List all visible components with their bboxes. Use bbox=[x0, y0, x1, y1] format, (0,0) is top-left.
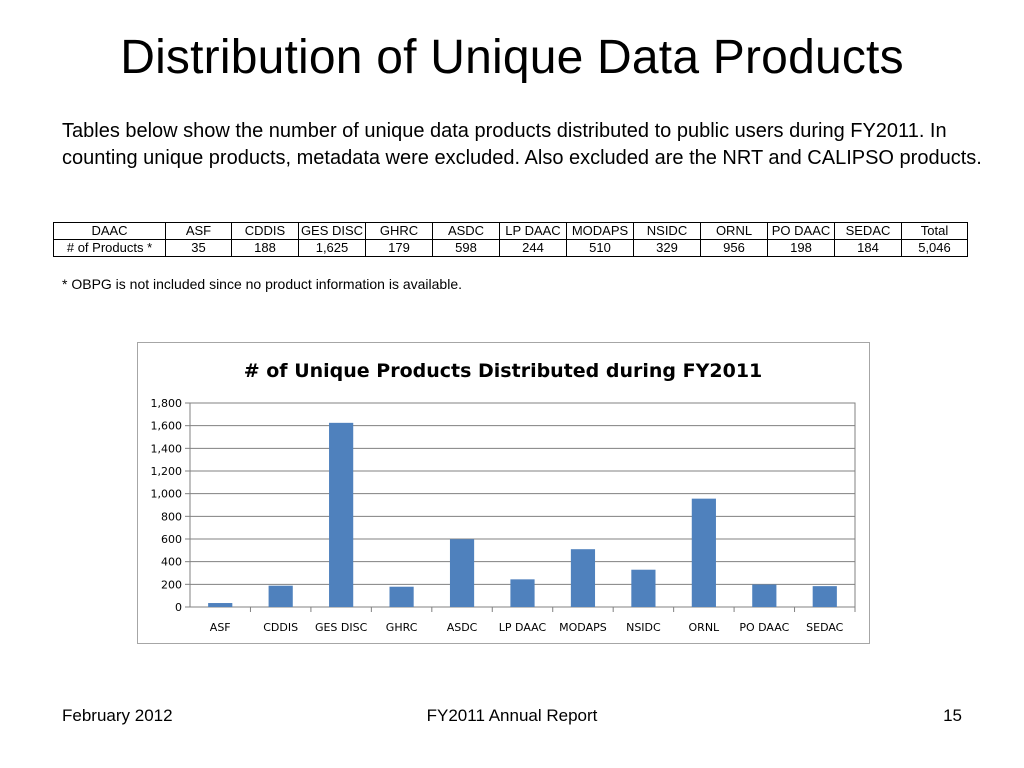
products-table: DAAC ASF CDDIS GES DISC GHRC ASDC LP DAA… bbox=[53, 222, 968, 257]
table-cell: ASF bbox=[165, 222, 232, 240]
bar bbox=[208, 603, 233, 607]
table-cell: DAAC bbox=[53, 222, 166, 240]
table-cell: 188 bbox=[231, 239, 299, 257]
table-cell: GHRC bbox=[365, 222, 433, 240]
y-tick-label: 1,400 bbox=[151, 442, 183, 455]
x-tick-label: GES DISC bbox=[315, 621, 368, 634]
x-tick-label: ORNL bbox=[689, 621, 721, 634]
table-cell: PO DAAC bbox=[767, 222, 835, 240]
bar bbox=[329, 422, 354, 607]
table-cell: 179 bbox=[365, 239, 433, 257]
bar bbox=[752, 584, 777, 607]
table-cell: ORNL bbox=[700, 222, 768, 240]
table-cell: GES DISC bbox=[298, 222, 366, 240]
bar bbox=[691, 498, 716, 607]
table-cell: 329 bbox=[633, 239, 701, 257]
table-cell: CDDIS bbox=[231, 222, 299, 240]
bar bbox=[631, 569, 656, 607]
plot-area bbox=[189, 402, 856, 608]
table-cell: LP DAAC bbox=[499, 222, 567, 240]
y-tick-label: 1,200 bbox=[151, 465, 183, 478]
table-cell: NSIDC bbox=[633, 222, 701, 240]
x-tick-label: ASDC bbox=[447, 621, 478, 634]
table-cell: 35 bbox=[165, 239, 232, 257]
x-tick-label: NSIDC bbox=[626, 621, 661, 634]
table-cell: 1,625 bbox=[298, 239, 366, 257]
y-tick-label: 800 bbox=[161, 510, 182, 523]
bar bbox=[268, 585, 293, 607]
x-tick-label: GHRC bbox=[386, 621, 418, 634]
y-tick-label: 1,000 bbox=[151, 488, 183, 501]
table-cell: 956 bbox=[700, 239, 768, 257]
footnote: * OBPG is not included since no product … bbox=[62, 276, 462, 292]
footer-report-title: FY2011 Annual Report bbox=[426, 706, 598, 725]
table-cell: 510 bbox=[566, 239, 634, 257]
table-cell: 244 bbox=[499, 239, 567, 257]
footer-date: February 2012 bbox=[62, 706, 173, 725]
table-cell: MODAPS bbox=[566, 222, 634, 240]
table-cell: 198 bbox=[767, 239, 835, 257]
y-tick-label: 400 bbox=[161, 556, 182, 569]
bar bbox=[812, 586, 837, 607]
table-cell: 5,046 bbox=[901, 239, 968, 257]
y-tick-label: 200 bbox=[161, 578, 182, 591]
x-tick-label: PO DAAC bbox=[739, 621, 789, 634]
x-tick-label: LP DAAC bbox=[499, 621, 547, 634]
intro-text: Tables below show the number of unique d… bbox=[62, 120, 982, 169]
x-tick-label: SEDAC bbox=[806, 621, 844, 634]
table-cell: Total bbox=[901, 222, 968, 240]
footer-page-number: 15 bbox=[943, 706, 962, 725]
table-cell: SEDAC bbox=[834, 222, 902, 240]
slide-title: Distribution of Unique Data Products bbox=[120, 31, 904, 84]
y-tick-label: 1,800 bbox=[151, 397, 183, 410]
table-cell: 184 bbox=[834, 239, 902, 257]
table-header-row: DAAC ASF CDDIS GES DISC GHRC ASDC LP DAA… bbox=[53, 222, 968, 240]
x-tick-label: CDDIS bbox=[263, 621, 298, 634]
y-tick-label: 0 bbox=[175, 601, 182, 614]
chart-title: # of Unique Products Distributed during … bbox=[244, 360, 763, 382]
bar bbox=[570, 549, 596, 607]
x-tick-label: ASF bbox=[210, 621, 231, 634]
y-tick-label: 600 bbox=[161, 533, 182, 546]
table-cell: # of Products * bbox=[53, 239, 166, 257]
table-row: # of Products * 35 188 1,625 179 598 244… bbox=[53, 239, 968, 257]
bar bbox=[389, 586, 414, 607]
bar-chart: # of Unique Products Distributed during … bbox=[137, 342, 870, 644]
chart-canvas: # of Unique Products Distributed during … bbox=[151, 360, 856, 634]
x-tick-label: MODAPS bbox=[559, 621, 607, 634]
bar bbox=[449, 539, 475, 607]
bar bbox=[510, 579, 535, 607]
table-cell: ASDC bbox=[432, 222, 500, 240]
table-cell: 598 bbox=[432, 239, 500, 257]
y-tick-label: 1,600 bbox=[151, 420, 183, 433]
